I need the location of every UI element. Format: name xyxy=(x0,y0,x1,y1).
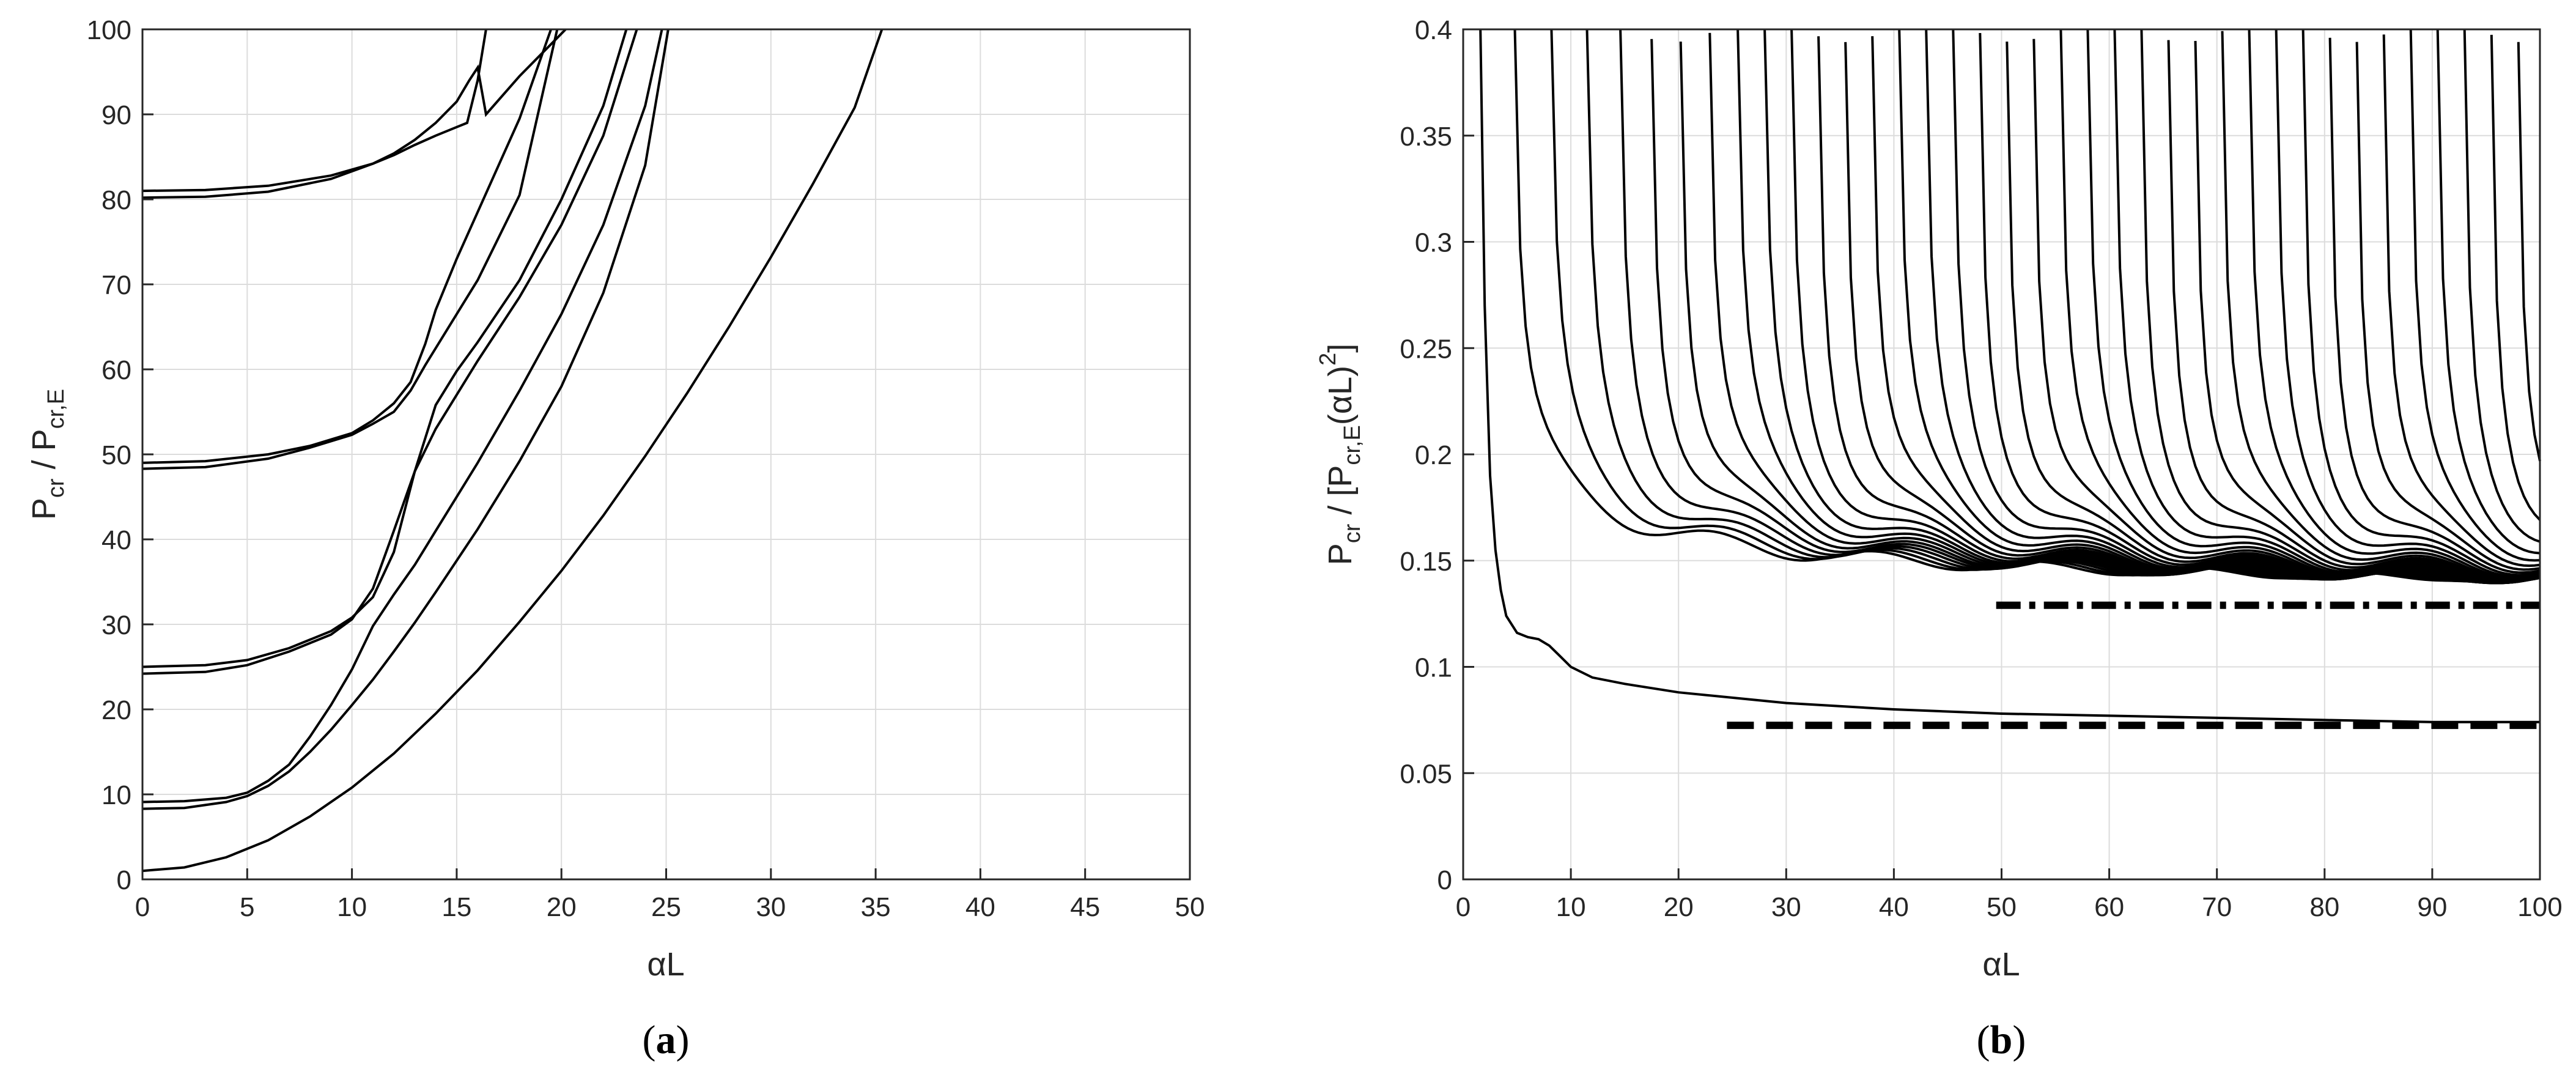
x-tick-label: 20 xyxy=(547,892,577,922)
x-tick-label: 15 xyxy=(441,892,471,922)
mode-curve xyxy=(2463,29,2541,543)
mode-curve xyxy=(2355,42,2541,571)
x-tick-label: 20 xyxy=(1664,892,1694,922)
y-tick-label: 0.3 xyxy=(1415,228,1452,258)
x-tick-label: 25 xyxy=(651,892,681,922)
mode-curve xyxy=(2194,40,2541,582)
x-tick-label: 45 xyxy=(1070,892,1100,922)
x-tick-label: 40 xyxy=(1879,892,1909,922)
mode-curve xyxy=(1979,32,2541,585)
x-tick-label: 35 xyxy=(861,892,891,922)
mode-curve xyxy=(2167,40,2541,583)
y-tick-label: 0.35 xyxy=(1400,122,1452,152)
x-tick-label: 60 xyxy=(2094,892,2124,922)
x-tick-label: 70 xyxy=(2202,892,2232,922)
y-tick-label: 90 xyxy=(101,100,131,130)
mode-curve xyxy=(2517,42,2541,462)
x-tick-label: 90 xyxy=(2417,892,2447,922)
x-tick-label: 30 xyxy=(1771,892,1801,922)
panel-label-b: (b) xyxy=(1977,1018,2026,1062)
mode-curve xyxy=(2248,29,2541,580)
series-group-a xyxy=(142,28,884,873)
mode-curve xyxy=(1708,32,2539,583)
series-line-1 xyxy=(1479,29,2540,723)
mode-curve xyxy=(2275,29,2541,579)
series-line-4 xyxy=(142,29,638,675)
mode-curve xyxy=(2409,29,2541,562)
mode-curve xyxy=(1619,29,2536,583)
mode-curve xyxy=(2140,29,2541,583)
mode-curve xyxy=(2382,34,2541,567)
series-line-3 xyxy=(142,29,663,804)
series-line-1 xyxy=(142,29,884,873)
mode-curve xyxy=(2490,34,2541,521)
ticks-a: 0 5 10 15 20 25 30 35 40 45 50 0 10 20 30 40 50 60 70 80 90 1… xyxy=(87,15,1205,922)
series-line-8 xyxy=(142,29,487,199)
x-tick-label: 50 xyxy=(1175,892,1205,922)
y-tick-label: 0.4 xyxy=(1415,15,1452,45)
y-tick-label: 40 xyxy=(101,525,131,555)
mode-curve xyxy=(2221,31,2541,581)
x-tick-label: 5 xyxy=(240,892,254,922)
mode-curve xyxy=(1790,29,2541,584)
y-tick-label: 20 xyxy=(101,695,131,725)
y-tick-label: 0 xyxy=(1437,865,1452,895)
curve-family-b xyxy=(1513,29,2541,585)
series-line-9 xyxy=(142,28,567,193)
mode-curve xyxy=(2328,37,2541,574)
series-line-7 xyxy=(142,29,552,464)
y-tick-label: 60 xyxy=(101,355,131,385)
x-tick-label: 10 xyxy=(1556,892,1586,922)
y-tick-label: 100 xyxy=(87,15,131,45)
chart-panel-b: 0 10 20 30 40 50 60 70 80 90 100 0 0.05 0.1 0.15 0.2 0.2… xyxy=(1315,15,2563,1062)
mode-curve xyxy=(1925,29,2541,585)
y-tick-label: 70 xyxy=(101,270,131,300)
y-tick-label: 0.2 xyxy=(1415,440,1452,470)
y-tick-label: 0 xyxy=(117,865,131,895)
series-line-6 xyxy=(142,29,559,470)
panel-label-a: (a) xyxy=(643,1018,690,1062)
x-tick-label: 80 xyxy=(2309,892,2339,922)
y-tick-label: 0.25 xyxy=(1400,334,1452,364)
mode-curve xyxy=(2059,29,2541,584)
x-tick-label: 0 xyxy=(135,892,150,922)
y-axis-label-a: Pcr / Pcr,E xyxy=(26,389,69,520)
x-axis-label-a: αL xyxy=(647,946,684,983)
ticks-b: 0 10 20 30 40 50 60 70 80 90 100 0 0.05 0.1 0.15 0.2 0.2… xyxy=(1400,15,2562,922)
y-tick-label: 10 xyxy=(101,780,131,810)
series-line-2 xyxy=(142,29,670,810)
chart-panel-a: 0 5 10 15 20 25 30 35 40 45 50 0 10 20 30 40 50 60 70 80 90 1… xyxy=(26,15,1205,1062)
x-tick-label: 100 xyxy=(2517,892,2562,922)
y-tick-label: 0.15 xyxy=(1400,547,1452,577)
y-tick-label: 0.05 xyxy=(1400,759,1452,789)
x-tick-label: 10 xyxy=(337,892,367,922)
x-tick-label: 50 xyxy=(1987,892,2017,922)
x-tick-label: 0 xyxy=(1456,892,1471,922)
y-axis-label-b: Pcr / [Pcr,E(αL)2] xyxy=(1315,344,1365,566)
mode-curve xyxy=(2436,29,2541,555)
mode-curve xyxy=(2113,29,2541,583)
series-group-b xyxy=(1479,29,2540,730)
y-tick-label: 50 xyxy=(101,440,131,470)
mode-curve xyxy=(1844,42,2541,585)
x-tick-label: 40 xyxy=(965,892,995,922)
x-axis-label-b: αL xyxy=(1982,946,2020,983)
x-tick-label: 30 xyxy=(756,892,786,922)
y-tick-label: 30 xyxy=(101,610,131,640)
y-tick-label: 0.1 xyxy=(1415,653,1452,683)
mode-curve xyxy=(2301,29,2541,577)
y-tick-label: 80 xyxy=(101,185,131,215)
series-line-5 xyxy=(142,29,628,668)
